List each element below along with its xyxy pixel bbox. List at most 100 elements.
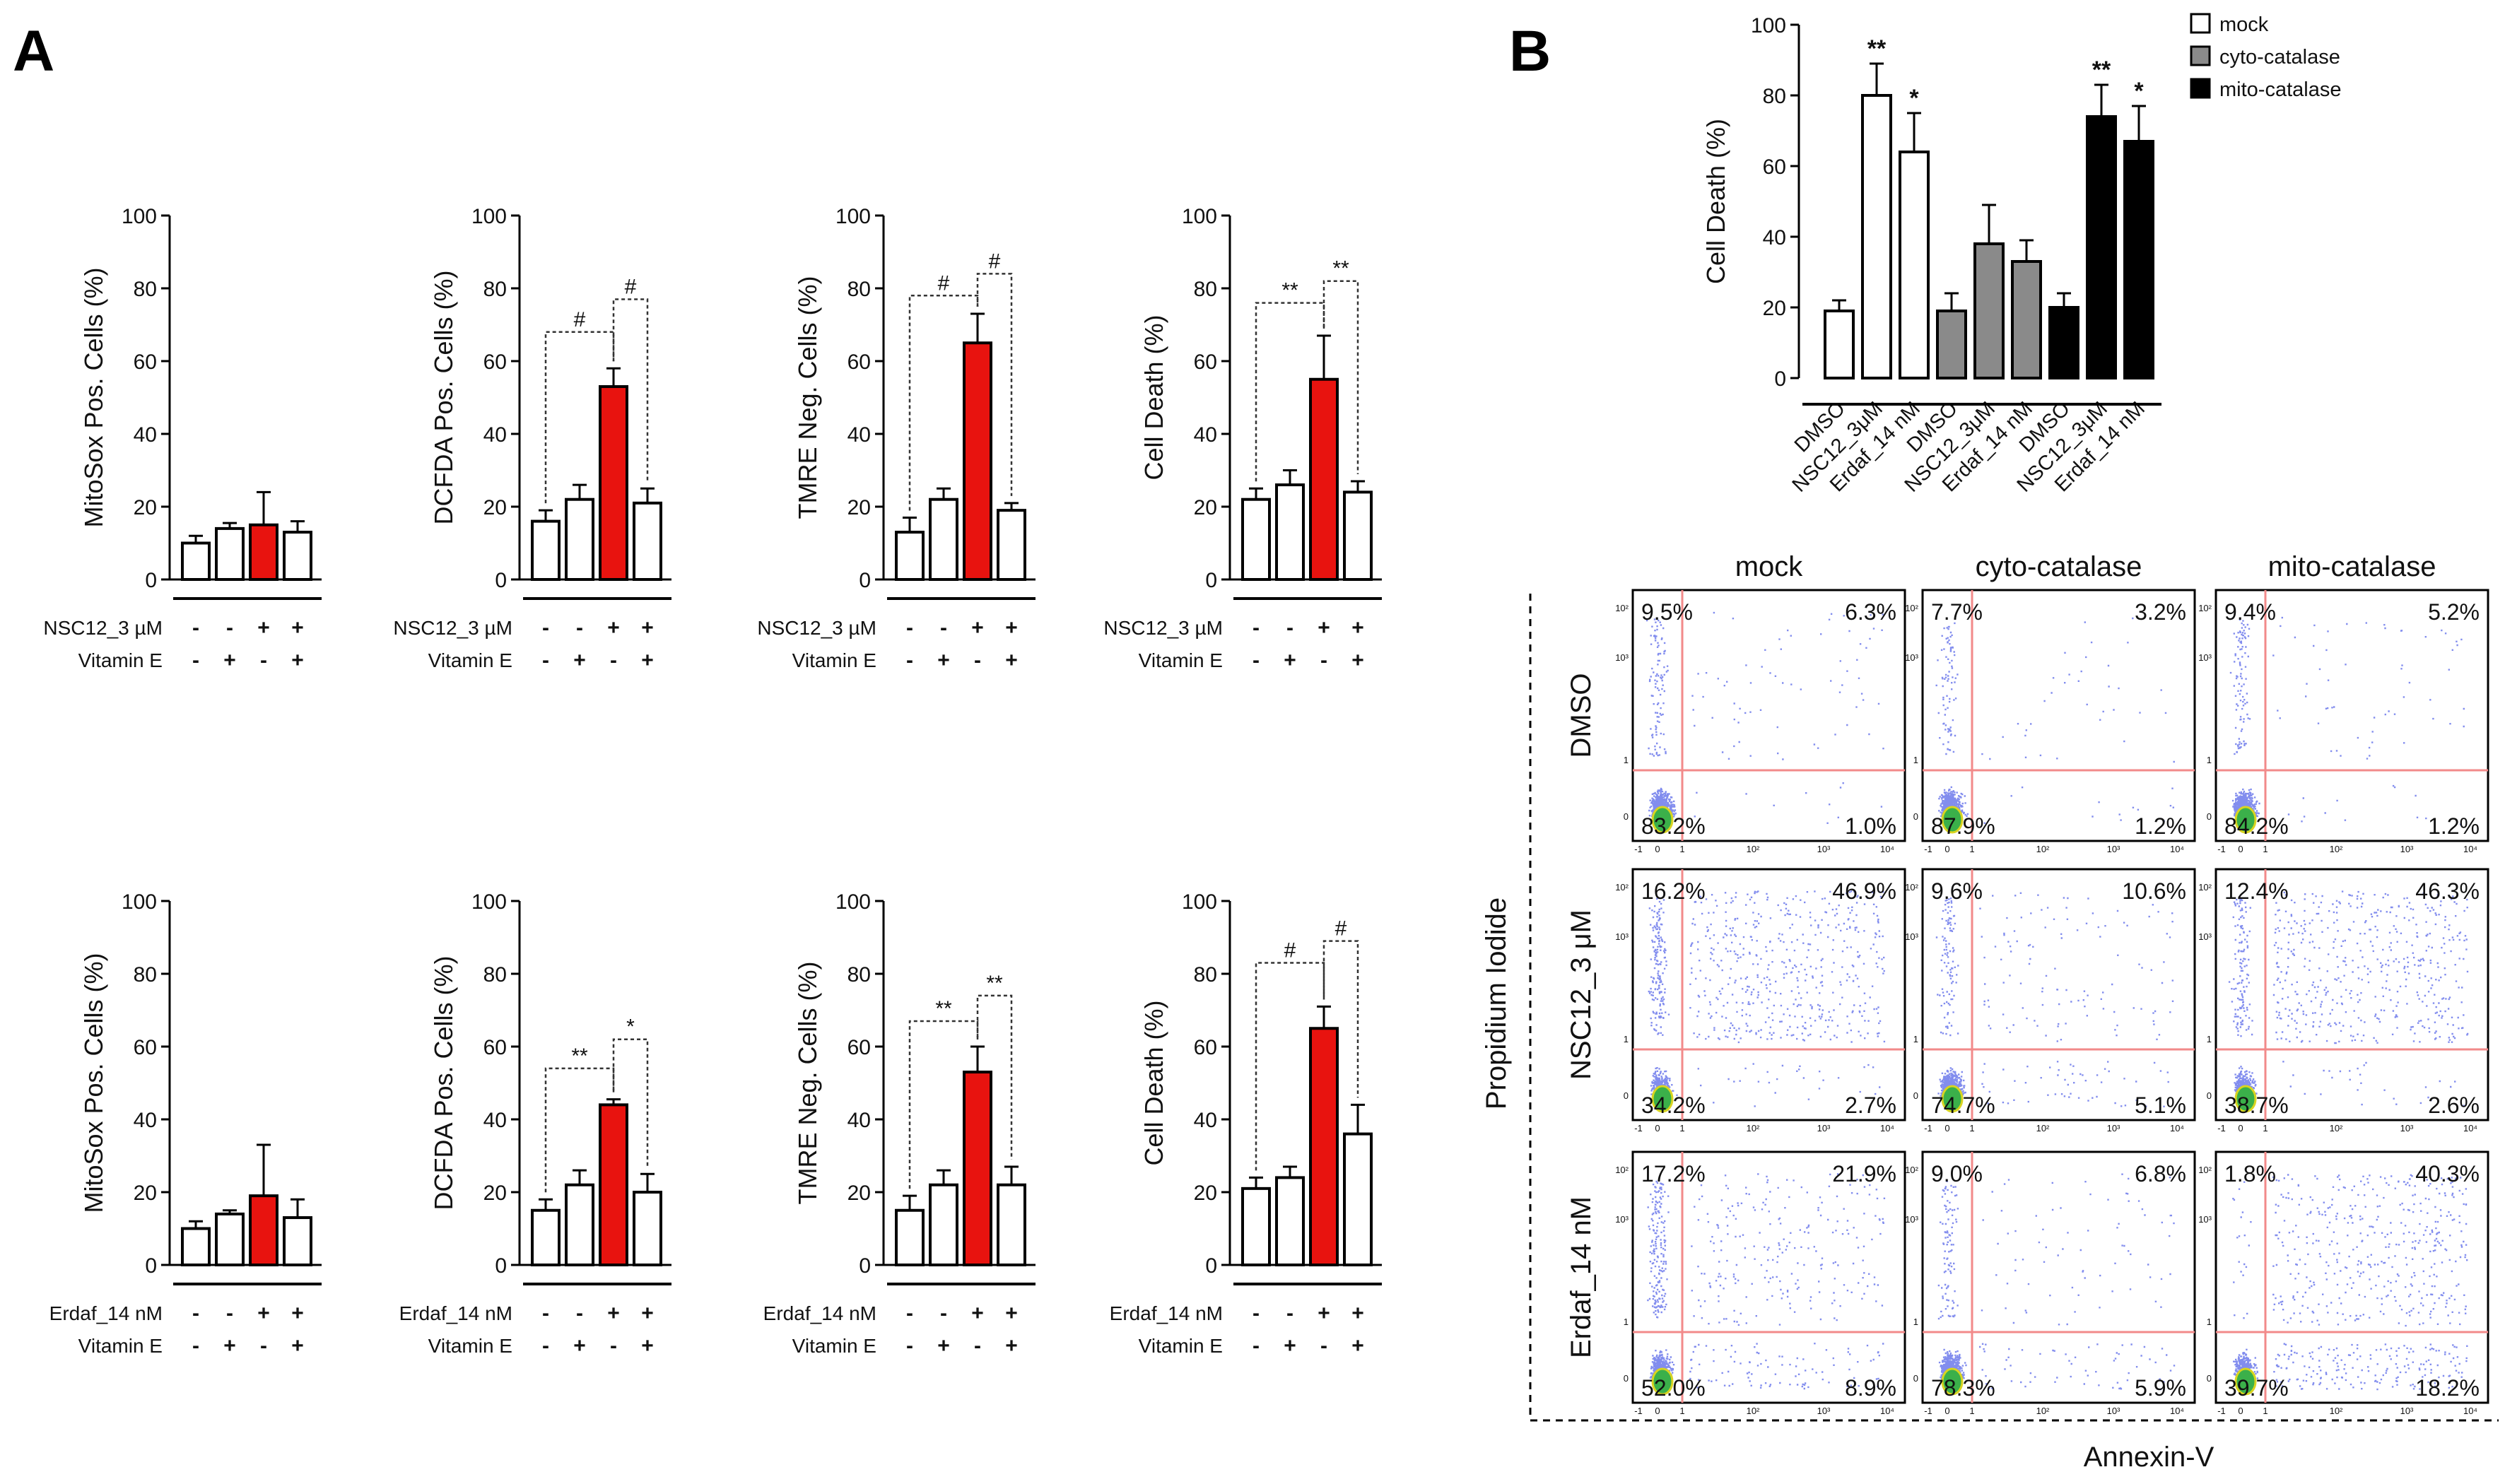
condition-sign: -	[260, 649, 267, 672]
y-tick-label: 60	[847, 1036, 871, 1059]
axis-tick-label: 0	[2207, 811, 2212, 822]
axis-tick-label: 10³	[1905, 652, 1918, 663]
significance-label: **	[571, 1044, 588, 1068]
condition-sign: +	[257, 616, 270, 640]
quadrant-upper-left: 9.5%	[1641, 599, 1693, 625]
bar	[1275, 1176, 1305, 1267]
bar	[599, 385, 628, 581]
quadrant-lower-left: 39.7%	[2224, 1375, 2289, 1401]
condition-sign: -	[610, 649, 617, 672]
significance-label: *	[2134, 78, 2144, 105]
condition-sign: -	[192, 1334, 199, 1358]
bar	[565, 1183, 594, 1266]
axis-tick-label: 10²	[2330, 844, 2343, 854]
y-tick-label: 20	[1763, 297, 1786, 320]
bar	[215, 526, 245, 582]
condition-sign: +	[1351, 616, 1364, 640]
quadrant-upper-right: 6.3%	[1845, 599, 1896, 625]
axis-tick-label: 0	[2207, 1373, 2212, 1384]
flow-plot-3-3: 1.8% 40.3% 39.7% 18.2% 10² 10³ 1 0 -1 0 1 10² 10³ 10⁴	[2198, 1150, 2489, 1416]
population-cluster	[1651, 806, 1674, 834]
column-header: cyto-catalase	[1976, 551, 2142, 582]
column-header: mock	[1735, 551, 1804, 582]
bar	[283, 1216, 312, 1267]
condition-sign: -	[226, 616, 233, 640]
y-tick-label: 60	[1763, 155, 1786, 179]
axis-tick-label: 0	[1913, 1090, 1918, 1101]
condition-label: Vitamin E	[1139, 1335, 1223, 1357]
axis-tick-label: 10²	[2198, 1165, 2212, 1175]
axis-tick-label: 10⁴	[2463, 1406, 2477, 1416]
significance-label: #	[574, 308, 586, 331]
condition-label: Erdaf_14 nM	[1110, 1302, 1223, 1324]
axis-tick-label: 10³	[1817, 844, 1831, 854]
y-tick-label: 20	[847, 496, 871, 519]
axis-tick-label: 10³	[2400, 1123, 2414, 1133]
bar	[249, 523, 278, 581]
y-tick-label: 20	[847, 1182, 871, 1205]
quadrant-lower-right: 8.9%	[1845, 1375, 1896, 1401]
bar-chart-2: 0 20 40 60 80 100 DCFDA Pos. Cells (%) # # NSC12_…	[393, 205, 671, 672]
y-tick-label: 0	[859, 569, 871, 592]
axis-tick-label: 10³	[2198, 652, 2212, 663]
quadrant-upper-left: 1.8%	[2224, 1161, 2276, 1186]
population-cluster	[2234, 806, 2257, 834]
condition-sign: -	[226, 1302, 233, 1325]
plot-frame	[2214, 589, 2489, 842]
condition-sign: -	[542, 649, 549, 672]
significance-label: **	[1867, 35, 1887, 62]
bar	[929, 1183, 958, 1266]
quadrant-upper-left: 9.0%	[1931, 1161, 1983, 1186]
axis-tick-label: 0	[2238, 844, 2243, 854]
significance-label: **	[1332, 257, 1349, 281]
axis-tick-label: 1	[1624, 755, 1629, 765]
condition-sign: +	[1005, 616, 1018, 640]
y-axis-label: Cell Death (%)	[1139, 314, 1168, 480]
bar	[283, 531, 312, 581]
axis-tick-label: 0	[1624, 1373, 1629, 1384]
condition-sign: +	[291, 616, 304, 640]
condition-sign: +	[1351, 649, 1364, 672]
axis-tick-label: 1	[2207, 1034, 2212, 1044]
axis-tick-label: 10⁴	[2170, 1406, 2184, 1416]
population-cluster	[2234, 1367, 2257, 1396]
bar	[181, 541, 211, 581]
y-tick-label: 0	[1774, 367, 1786, 391]
plot-frame	[2214, 1150, 2489, 1404]
bar	[1973, 242, 2005, 379]
bar	[1343, 1132, 1373, 1266]
bar-chart-7: 0 20 40 60 80 100 TMRE Neg. Cells (%) ** ** Erdaf…	[763, 890, 1036, 1358]
quadrant-lower-left: 83.2%	[1641, 813, 1706, 839]
plot-frame	[1921, 1150, 2196, 1404]
condition-sign: -	[940, 616, 947, 640]
y-tick-label: 60	[134, 1036, 157, 1059]
y-tick-label: 80	[134, 278, 157, 301]
axis-tick-label: 0	[1913, 811, 1918, 822]
significance-label: **	[2092, 57, 2111, 83]
axis-tick-label: 10²	[2036, 844, 2050, 854]
quadrant-upper-right: 10.6%	[2122, 878, 2186, 904]
axis-tick-label: 0	[1944, 844, 1949, 854]
axis-tick-label: 10²	[1905, 882, 1918, 893]
quadrant-lower-right: 1.2%	[2428, 813, 2480, 839]
condition-sign: +	[1351, 1302, 1364, 1325]
y-tick-label: 100	[1182, 890, 1217, 914]
condition-sign: +	[1005, 1334, 1018, 1358]
y-tick-label: 60	[1194, 351, 1217, 374]
y-axis-label: TMRE Neg. Cells (%)	[793, 961, 822, 1204]
axis-tick-label: 10²	[1615, 882, 1629, 893]
condition-label: Vitamin E	[792, 1335, 876, 1357]
event-dots	[1935, 617, 2175, 824]
significance-label: **	[1281, 279, 1298, 302]
significance-bracket	[544, 1067, 615, 1193]
significance-label: #	[989, 249, 1001, 273]
flow-plot-1-3: 9.4% 5.2% 84.2% 1.2% 10² 10³ 1 0 -1 0 1 10² 10³ 10⁴	[2198, 589, 2489, 854]
y-tick-label: 60	[483, 1036, 507, 1059]
quadrant-upper-right: 3.2%	[2135, 599, 2186, 625]
plot-frame	[1631, 868, 1906, 1121]
axis-tick-label: 10²	[2198, 603, 2212, 613]
condition-sign: -	[1286, 616, 1293, 640]
y-tick-label: 20	[483, 1182, 507, 1205]
axis-tick-label: 10³	[2107, 1406, 2120, 1416]
